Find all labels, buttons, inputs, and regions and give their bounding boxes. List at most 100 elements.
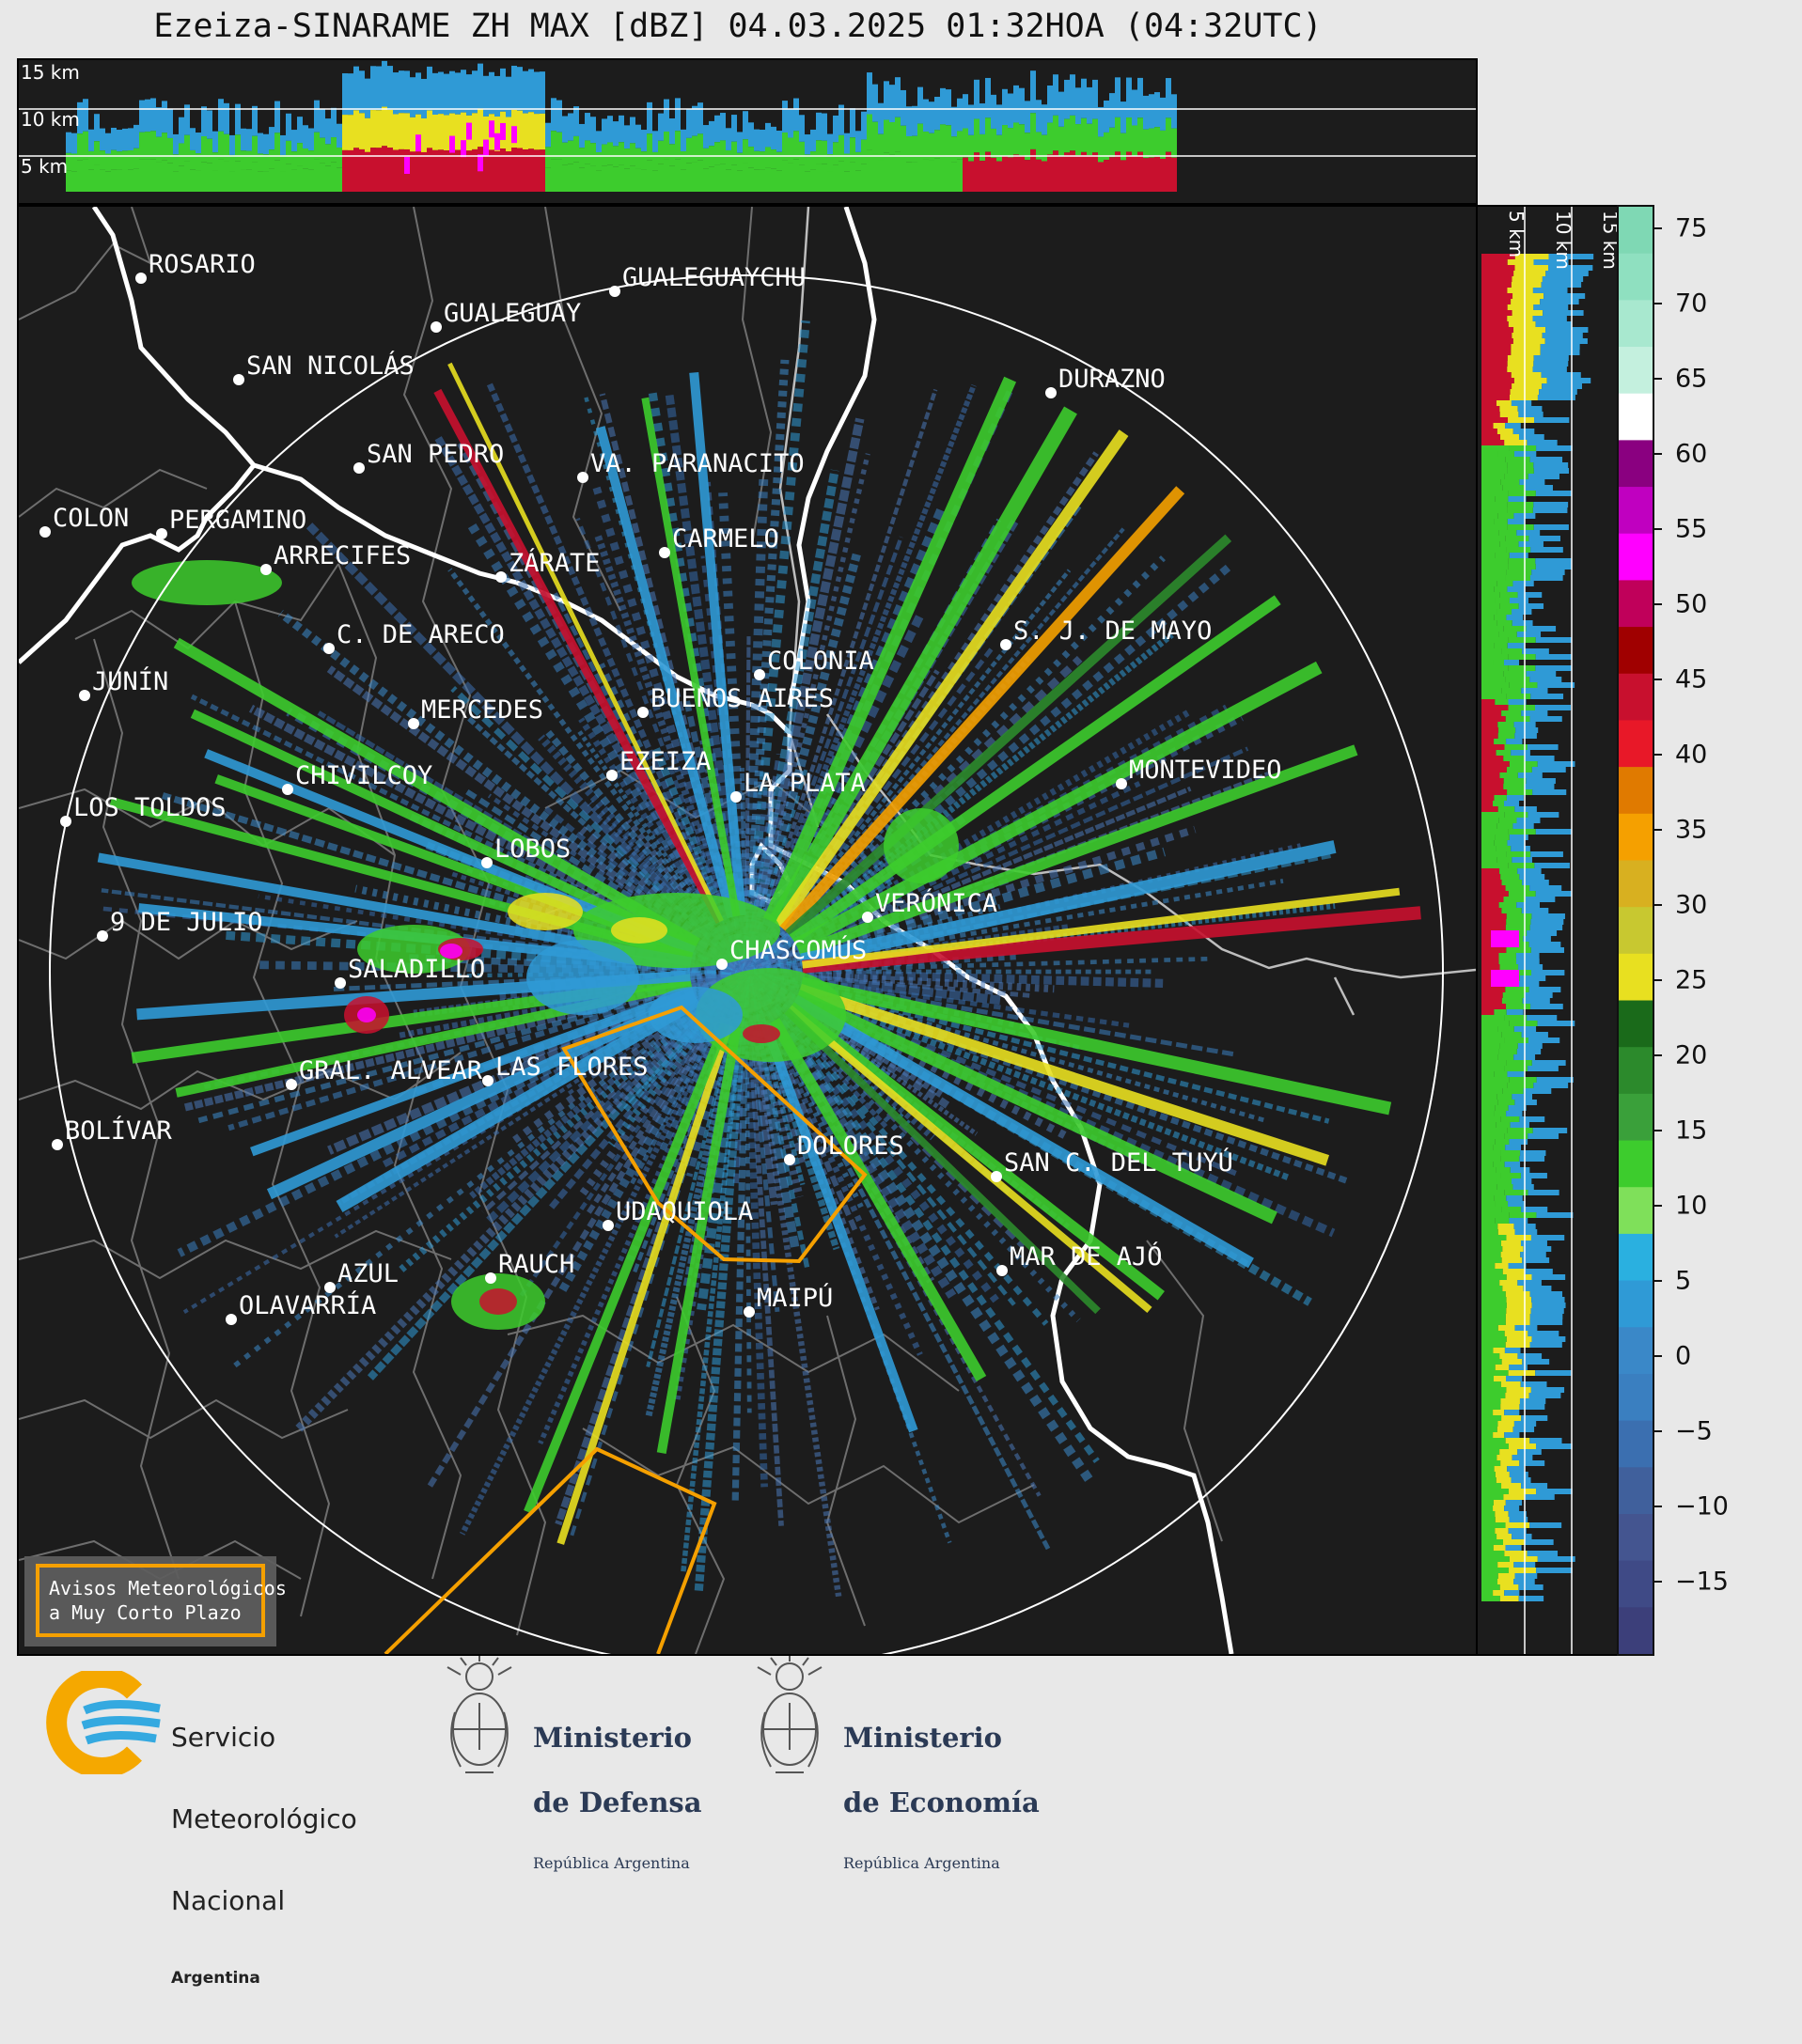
city-marker: LOBOS <box>481 835 571 868</box>
city-dot <box>744 1306 755 1318</box>
economia-line3: República Argentina <box>843 1854 1000 1872</box>
city-marker: CARMELO <box>659 524 779 558</box>
city-label: CHIVILCOY <box>295 761 432 790</box>
colorbar-tick-label: 0 <box>1675 1341 1692 1371</box>
city-dot <box>637 707 649 718</box>
city-label: VA. PARANACITO <box>590 449 805 478</box>
side-height-15km: 15 km <box>1599 211 1619 270</box>
colorbar-tick-label: 30 <box>1675 890 1708 920</box>
city-marker: MAR DE AJÓ <box>996 1241 1163 1276</box>
city-dot <box>609 286 620 297</box>
city-label: GUALEGUAY <box>444 299 581 328</box>
colorbar-tick <box>1653 754 1662 756</box>
city-marker: RAUCH <box>485 1250 574 1284</box>
top-height-15km: 15 km <box>21 61 80 84</box>
smn-line2: Meteorológico <box>171 1803 357 1834</box>
city-dot <box>135 273 147 284</box>
city-marker: AZUL <box>324 1259 399 1293</box>
warning-polygons <box>384 1005 868 1654</box>
coat-of-arms-icon <box>757 1656 823 1773</box>
city-label: LA PLATA <box>744 769 866 798</box>
city-marker: VA. PARANACITO <box>577 449 805 483</box>
colorbar-tick <box>1653 829 1662 831</box>
radar-map-panel: ROSARIO GUALEGUAYCHU GUALEGUAY SAN NICOLÁS D… <box>17 205 1478 1656</box>
side-cross-section-panel: 5 km 10 km 15 km <box>1476 205 1621 1656</box>
city-label: GUALEGUAYCHU <box>622 263 806 292</box>
city-label: 9 DE JULIO <box>110 908 263 937</box>
city-marker: MAIPÚ <box>744 1283 833 1318</box>
city-dot <box>481 857 493 868</box>
city-dot <box>1045 387 1057 398</box>
city-marker: COLONIA <box>754 647 874 680</box>
colorbar-tick-label: 55 <box>1675 514 1708 544</box>
smn-logo-icon <box>46 1671 161 1774</box>
city-label: MONTEVIDEO <box>1129 756 1282 785</box>
city-label: CARMELO <box>672 524 779 554</box>
city-label: VERÓNICA <box>875 888 997 918</box>
city-dot <box>754 669 765 680</box>
smn-line3: Nacional <box>171 1885 286 1916</box>
city-label: MERCEDES <box>421 695 543 725</box>
smn-line4: Argentina <box>171 1969 260 1988</box>
city-dot <box>431 321 442 333</box>
city-label: COLONIA <box>767 647 874 676</box>
colorbar-tick <box>1653 603 1662 605</box>
city-marker: CHIVILCOY <box>282 761 432 795</box>
city-dot <box>39 526 51 538</box>
city-dot <box>52 1139 63 1150</box>
city-dot <box>1000 639 1011 650</box>
warnings-legend: Avisos Meteorológicos a Muy Corto Plazo <box>24 1556 287 1646</box>
city-label: COLON <box>53 504 129 533</box>
defensa-line1: Ministerio <box>533 1722 693 1754</box>
city-marker: LA PLATA <box>730 769 866 803</box>
city-dot <box>659 547 670 558</box>
city-dot <box>282 784 293 795</box>
smn-line1: Servicio <box>171 1722 276 1753</box>
colorbar-tick <box>1653 1581 1662 1583</box>
colorbar-tick-label: 60 <box>1675 439 1708 469</box>
city-label: LAS FLORES <box>495 1053 649 1082</box>
city-dot <box>991 1171 1002 1182</box>
city-marker: BOLÍVAR <box>52 1116 173 1150</box>
city-marker: ARRECIFES <box>260 541 411 575</box>
city-dot <box>482 1075 494 1086</box>
city-label: GRAL. ALVEAR <box>299 1056 483 1085</box>
city-dot <box>495 571 507 583</box>
city-marker: GRAL. ALVEAR <box>286 1056 483 1090</box>
top-height-10km: 10 km <box>21 108 80 131</box>
city-dot <box>324 1282 336 1293</box>
city-marker: UDAQUIOLA <box>603 1197 753 1231</box>
city-marker: ZÁRATE <box>495 548 601 583</box>
city-dot <box>408 718 419 729</box>
colorbar-tick-label: 35 <box>1675 815 1708 845</box>
dbz-colorbar <box>1617 205 1654 1656</box>
city-dot <box>60 816 71 827</box>
colorbar-tick-label: −10 <box>1675 1491 1729 1521</box>
city-dot <box>784 1154 795 1165</box>
city-marker: LOS TOLDOS <box>60 793 227 827</box>
colorbar-tick <box>1653 1355 1662 1357</box>
city-marker: GUALEGUAY <box>431 299 581 333</box>
colorbar-tick <box>1653 1280 1662 1282</box>
city-marker: DURAZNO <box>1045 365 1166 398</box>
economia-name: Ministerio de Economía República Argenti… <box>843 1688 1040 1910</box>
colorbar-tick-label: 10 <box>1675 1191 1708 1221</box>
city-marker: 9 DE JULIO <box>97 908 263 942</box>
city-dot <box>577 472 588 483</box>
city-marker: SAN NICOLÁS <box>233 351 415 385</box>
colorbar-tick-label: 70 <box>1675 289 1708 319</box>
city-dot <box>233 374 244 385</box>
colorbar-tick <box>1653 378 1662 380</box>
city-label: LOS TOLDOS <box>73 793 227 822</box>
city-marker: S. J. DE MAYO <box>1000 616 1212 650</box>
city-label: LOBOS <box>494 835 571 864</box>
coat-of-arms-icon <box>447 1656 512 1773</box>
city-dot <box>79 690 90 701</box>
city-dot <box>716 959 728 970</box>
city-marker: EZEIZA <box>606 747 712 781</box>
city-label: BUENOS AIRES <box>650 684 834 713</box>
defensa-name: Ministerio de Defensa República Argentin… <box>533 1688 702 1910</box>
colorbar-tick-label: −15 <box>1675 1567 1729 1597</box>
city-label: AZUL <box>337 1259 399 1288</box>
legend-line2: a Muy Corto Plazo <box>49 1601 242 1624</box>
